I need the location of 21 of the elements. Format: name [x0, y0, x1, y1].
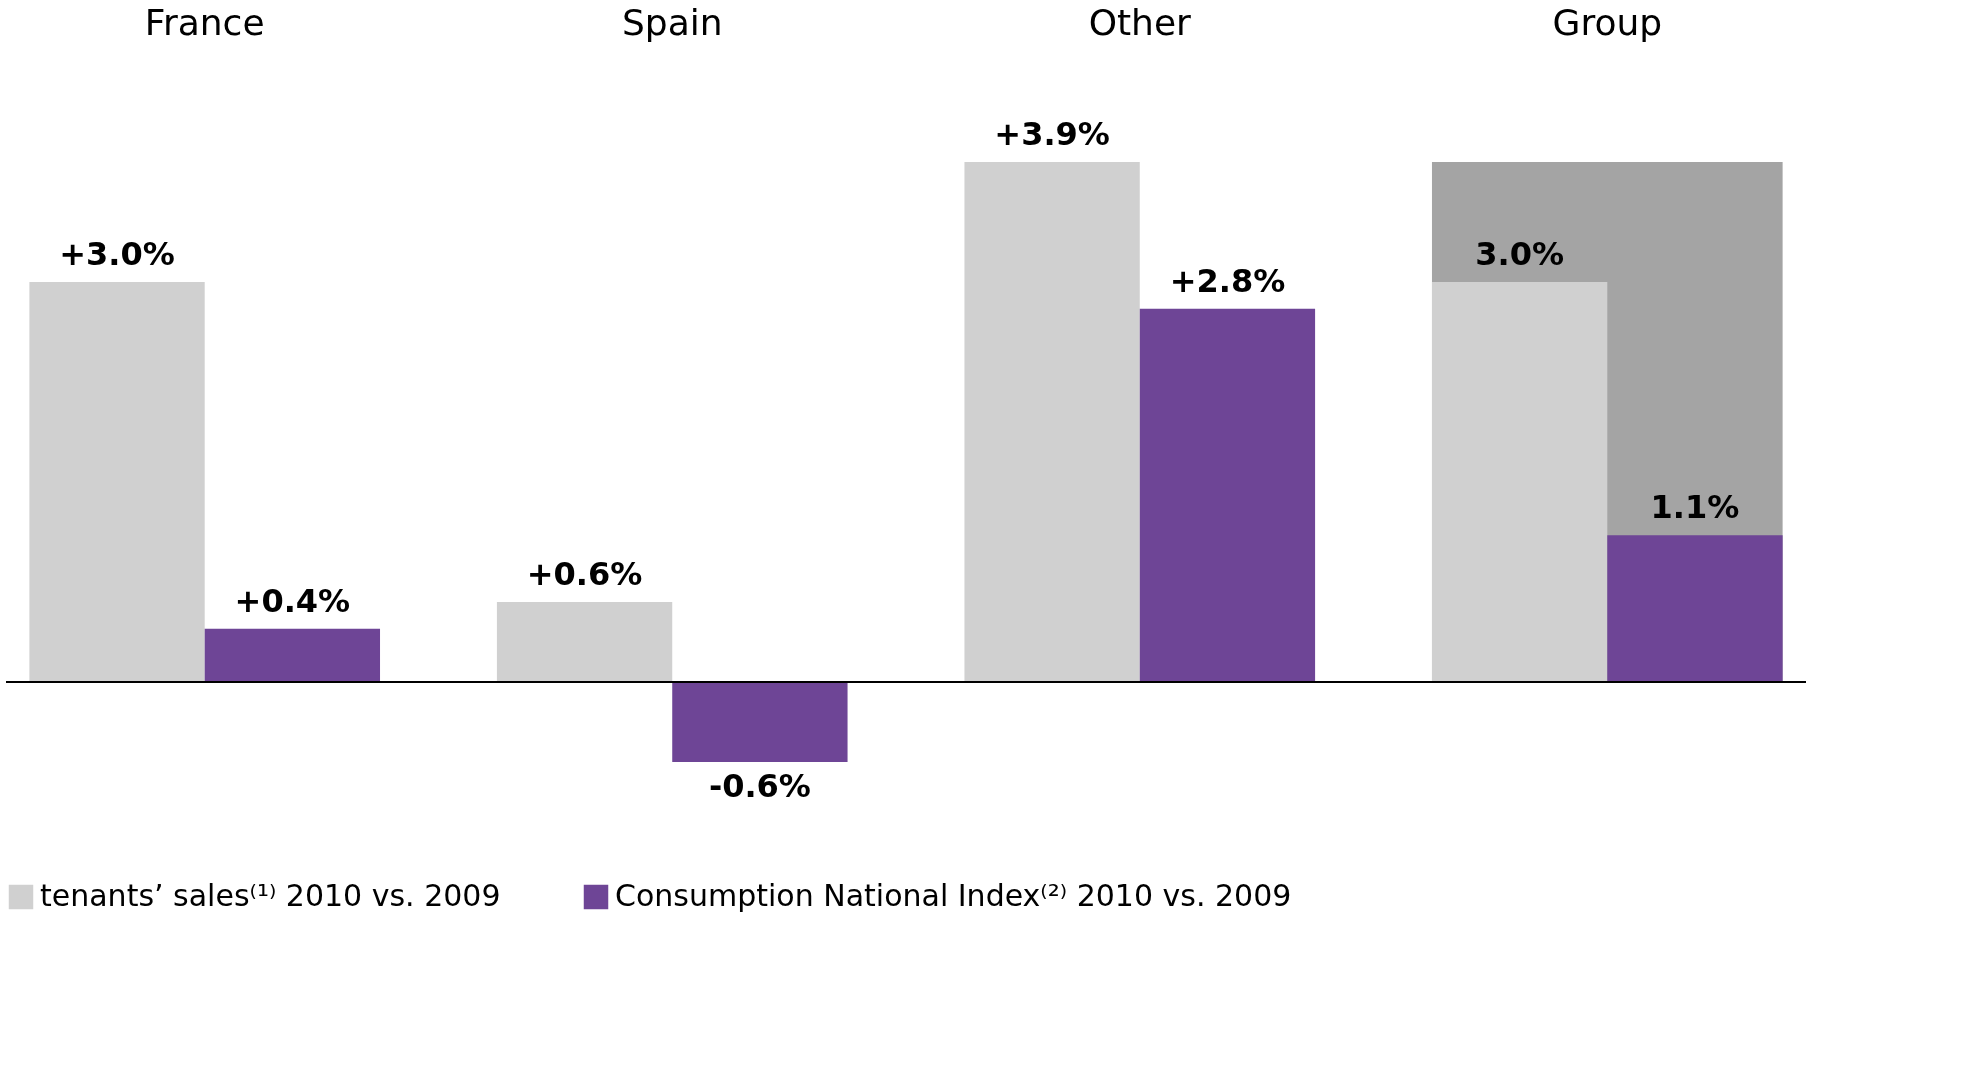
bar — [964, 162, 1140, 682]
bar — [204, 628, 381, 682]
x-tick-label: Other — [1088, 1, 1192, 43]
data-label: 3.0% — [1475, 235, 1565, 273]
bar — [1607, 535, 1783, 682]
bar — [29, 282, 205, 682]
data-label: +3.0% — [59, 235, 175, 273]
data-label: +0.4% — [234, 581, 351, 620]
data-label: 1.1% — [1650, 488, 1740, 527]
x-tick-label: France — [144, 1, 265, 43]
legend-label: tenants’ sales⁽¹⁾ 2010 vs. 2009 — [40, 878, 501, 913]
data-label: +2.8% — [1169, 261, 1286, 300]
legend-label: Consumption National Index⁽²⁾ 2010 vs. 2009 — [615, 878, 1292, 913]
bar — [1139, 308, 1316, 682]
data-label: -0.6% — [708, 767, 811, 805]
data-label: +0.6% — [526, 555, 643, 593]
bar — [496, 602, 673, 682]
data-label: +3.9% — [994, 115, 1110, 153]
bar — [672, 682, 848, 762]
x-tick-label: Spain — [621, 1, 723, 43]
x-tick-label: Group — [1552, 1, 1663, 43]
